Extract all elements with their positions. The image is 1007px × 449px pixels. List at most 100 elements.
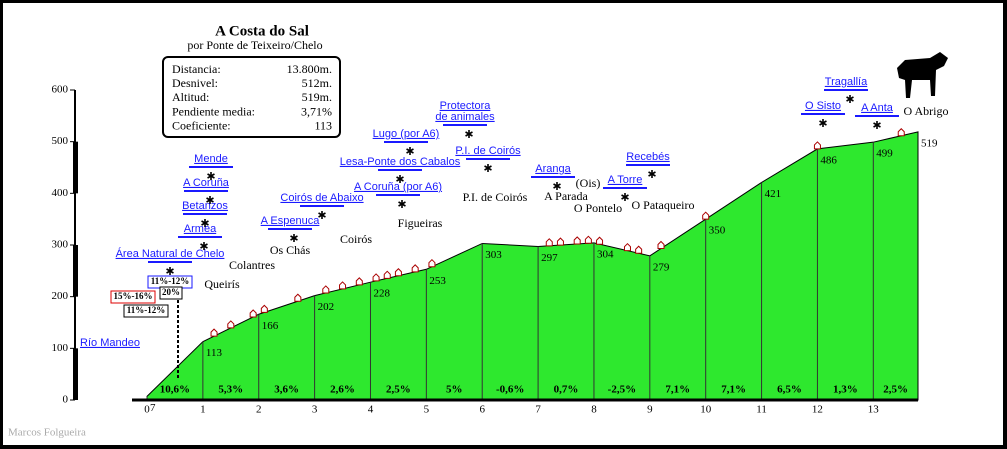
gradient-label: -2,5% — [608, 384, 636, 396]
x-tick-label: 2 — [256, 404, 262, 416]
info-value: 519m. — [302, 90, 332, 104]
house-icon — [383, 270, 391, 279]
y-axis-band — [73, 141, 78, 194]
gradient-label: 2,5% — [883, 384, 908, 396]
x-tick-label: 1 — [200, 404, 206, 416]
house-icon — [355, 277, 363, 286]
landmark-label: Lugo (por A6) — [373, 128, 440, 140]
house-icon — [596, 236, 604, 245]
house-icon — [573, 236, 581, 245]
gradient-label: 2,5% — [386, 384, 411, 396]
x-tick-label: 7 — [535, 404, 541, 416]
bull-icon — [897, 52, 948, 98]
landmark-label: Tragallía — [825, 76, 868, 88]
gradient-label: 7,1% — [721, 384, 746, 396]
house-icon — [657, 240, 665, 250]
asterisk — [819, 120, 827, 126]
x-tick-label: 13 — [868, 404, 880, 416]
x-tick-label: 11 — [756, 404, 767, 416]
landmark-label: Armea — [184, 223, 217, 235]
profile-area — [146, 131, 919, 401]
info-label: Pendiente media: — [172, 104, 255, 118]
x-tick-label: 12 — [812, 404, 823, 416]
house-icon — [394, 268, 402, 277]
asterisk — [398, 201, 406, 207]
info-box — [162, 56, 341, 138]
landmark-label: A Coruña (por A6) — [354, 181, 442, 193]
place-label: Queirís — [204, 277, 240, 291]
asterisk — [396, 176, 404, 182]
gradient-label: 0,7% — [554, 384, 579, 396]
house-icon — [339, 281, 347, 290]
gradient-label: 1,3% — [833, 384, 858, 396]
house-icon — [897, 128, 905, 137]
y-tick-label: 200 — [52, 290, 69, 302]
x-tick-label: 8 — [591, 404, 597, 416]
elevation-label: 7 — [150, 402, 156, 414]
landmark-label: Lesa-Ponte dos Cabalos — [340, 156, 461, 168]
info-value: 13.800m. — [287, 62, 332, 76]
elevation-label: 304 — [597, 248, 614, 260]
house-icon — [556, 237, 564, 246]
info-label: Coeficiente: — [172, 119, 231, 133]
info-value: 3,71% — [301, 104, 332, 118]
landmark-label: Betanzos — [182, 200, 228, 212]
place-label: P.I. de Coirós — [463, 190, 528, 204]
house-icon — [249, 309, 257, 318]
asterisk — [406, 148, 414, 154]
elevation-label: 303 — [485, 249, 502, 261]
y-tick-label: 100 — [52, 342, 69, 354]
x-tick-label: 4 — [368, 404, 374, 416]
elevation-label: 166 — [262, 320, 279, 332]
info-label: Desnivel: — [172, 76, 218, 90]
asterisk — [318, 212, 326, 218]
chart-subtitle: por Ponte de Teixeiro/Chelo — [187, 38, 322, 52]
elevation-label: 253 — [429, 275, 446, 287]
elevation-label: 350 — [709, 225, 726, 237]
landmark-label: de animales — [435, 111, 495, 123]
steep-box — [110, 290, 156, 304]
gradient-label: 5% — [446, 384, 463, 396]
landmark-label: Aranga — [535, 163, 571, 175]
gradient-label: 3,6% — [274, 384, 299, 396]
y-tick-label: 0 — [63, 394, 69, 406]
steep-label: 20% — [162, 287, 180, 297]
y-axis-band — [73, 348, 78, 400]
place-label: A Parada — [544, 189, 588, 203]
house-icon — [545, 238, 553, 247]
house-icon — [623, 242, 631, 252]
gradient-label: 6,5% — [777, 384, 802, 396]
house-icon — [294, 293, 302, 302]
elevation-label: 486 — [820, 154, 837, 166]
place-label: (Ois) — [576, 176, 601, 190]
place-label: Figueiras — [398, 216, 443, 230]
y-tick-label: 400 — [52, 187, 69, 199]
steep-box — [123, 304, 169, 318]
info-label: Distancia: — [172, 62, 221, 76]
house-icon — [635, 245, 643, 254]
elevation-label: 421 — [765, 188, 782, 200]
info-value: 512m. — [302, 76, 332, 90]
info-value: 113 — [314, 119, 332, 133]
steep-label: 11%-12% — [127, 305, 166, 315]
landmark-label: A Espenuca — [261, 215, 321, 227]
asterisk — [484, 165, 492, 171]
asterisk — [846, 96, 854, 102]
house-icon — [702, 211, 710, 220]
asterisk — [200, 243, 208, 249]
house-icon — [411, 264, 419, 273]
house-icon — [322, 285, 330, 294]
house-icon — [813, 141, 821, 150]
landmark-label: Área Natural de Chelo — [116, 247, 225, 260]
elevation-label: 228 — [373, 288, 390, 300]
house-icon — [210, 328, 218, 337]
y-tick-label: 300 — [52, 239, 69, 251]
asterisk — [648, 171, 656, 177]
asterisk — [201, 220, 209, 226]
place-label: O Pataqueiro — [632, 198, 695, 212]
landmark-label: Protectora — [440, 100, 492, 112]
x-tick-label: 6 — [479, 404, 485, 416]
gradient-label: 5,3% — [218, 384, 243, 396]
elevation-label: 499 — [876, 148, 893, 160]
